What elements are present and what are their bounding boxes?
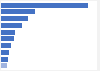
Bar [1, 3, 88, 8]
Bar [1, 36, 14, 41]
Bar [1, 50, 9, 55]
Bar [1, 23, 22, 28]
Bar [1, 16, 28, 21]
Bar [1, 43, 11, 48]
Bar [1, 57, 8, 62]
Bar [1, 63, 7, 68]
Bar [1, 30, 15, 35]
Bar [1, 9, 35, 14]
